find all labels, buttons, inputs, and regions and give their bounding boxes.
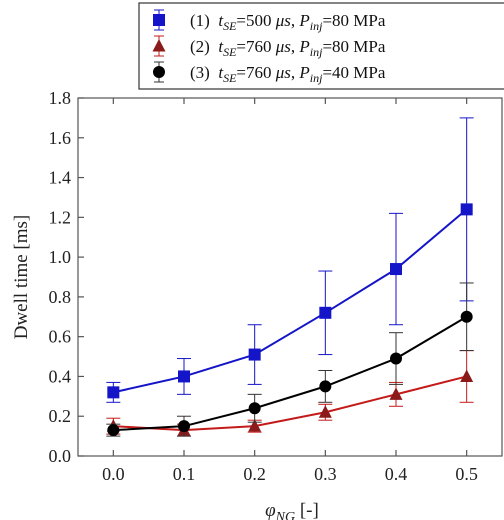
series-3 <box>106 282 474 437</box>
legend-label-part: inj <box>310 45 323 59</box>
y-tick-label: 1.8 <box>49 88 72 108</box>
legend-label-part: P <box>298 63 309 82</box>
data-point <box>460 369 474 382</box>
legend-label-part: =80 MPa <box>322 37 385 56</box>
data-point <box>460 203 473 216</box>
legend-box <box>138 2 504 90</box>
data-point <box>107 424 120 437</box>
data-point <box>248 348 261 361</box>
legend-label-part: SE <box>223 71 237 85</box>
legend-label-part: μs <box>275 63 292 82</box>
x-tick-label: 0.0 <box>102 464 125 484</box>
y-tick-label: 0.2 <box>49 406 72 426</box>
legend-item-1: (1) tSE=500 μs, Pinj=80 MPa <box>153 9 386 33</box>
data-point <box>460 310 473 323</box>
data-point <box>178 370 190 383</box>
legend-label-part: μs <box>275 11 292 30</box>
legend-label-part: P <box>298 11 309 30</box>
legend-label-part: P <box>298 37 309 56</box>
series-2 <box>106 350 474 437</box>
legend-label-part: , <box>291 11 300 30</box>
y-tick-label: 1.0 <box>49 247 72 267</box>
legend-label-part: =500 <box>236 11 275 30</box>
legend-label-part: inj <box>310 19 323 33</box>
data-point <box>319 380 332 393</box>
legend-label-part: (1) <box>190 11 218 30</box>
legend-label-part: inj <box>310 71 323 85</box>
legend-label-part: t <box>218 37 224 56</box>
data-point <box>389 387 403 400</box>
series-line <box>113 375 467 432</box>
legend-label-part: =760 <box>236 63 275 82</box>
legend-label-part: (3) <box>190 63 218 82</box>
plot-frame <box>77 97 503 457</box>
y-tick-label: 0.8 <box>49 287 72 307</box>
data-point <box>107 386 120 399</box>
legend-label-part: SE <box>223 45 237 59</box>
legend-label-part: , <box>291 37 300 56</box>
legend-marker <box>152 39 166 52</box>
y-axis-label: Dwell time [ms] <box>11 215 32 340</box>
y-tick-label: 1.2 <box>49 207 72 227</box>
data-point <box>178 420 190 433</box>
series-line <box>113 315 468 432</box>
x-tick-label: 0.5 <box>455 464 478 484</box>
legend: (1) tSE=500 μs, Pinj=80 MPa(2) tSE=760 μ… <box>138 2 504 90</box>
legend-label-part: (2) <box>190 37 218 56</box>
legend-label-part: , <box>291 63 300 82</box>
y-tick-label: 0.6 <box>49 327 72 347</box>
legend-label-part: μs <box>275 37 292 56</box>
x-tick-label: 0.1 <box>173 464 196 484</box>
legend-label: (1) tSE=500 μs, Pinj=80 MPa <box>190 11 386 33</box>
data-point <box>390 352 402 365</box>
legend-label-part: =760 <box>236 37 275 56</box>
legend-label: (2) tSE=760 μs, Pinj=80 MPa <box>190 37 386 59</box>
data-point <box>319 306 332 319</box>
series-line <box>113 208 468 394</box>
series-layer <box>106 117 474 437</box>
x-tick-label: 0.2 <box>243 464 266 484</box>
legend-item-2: (2) tSE=760 μs, Pinj=80 MPa <box>152 35 386 59</box>
legend-marker <box>153 66 165 78</box>
y-tick-label: 0.0 <box>49 446 72 466</box>
legend-label-part: =80 MPa <box>322 11 385 30</box>
legend-label: (3) tSE=760 μs, Pinj=40 MPa <box>190 63 386 85</box>
y-tick-label: 0.4 <box>49 366 72 386</box>
axes: 0.0 0.1 0.2 0.3 0.4 0.5 0.0 0.2 0.4 0.6 0.8 1.0 1.2 1… <box>11 88 503 520</box>
x-tick-label: 0.4 <box>385 464 408 484</box>
data-point <box>318 405 332 418</box>
legend-label-part: t <box>218 11 224 30</box>
data-point <box>390 263 402 276</box>
legend-label-part: SE <box>223 19 237 33</box>
y-tick-label: 1.6 <box>49 128 72 148</box>
data-point <box>248 419 262 432</box>
x-tick-label: 0.3 <box>314 464 337 484</box>
x-axis-label: φNG [-] <box>265 500 319 520</box>
legend-marker <box>153 14 165 26</box>
legend-label-part: =40 MPa <box>322 63 385 82</box>
data-point <box>248 402 261 415</box>
y-tick-label: 1.4 <box>49 168 72 188</box>
legend-item-3: (3) tSE=760 μs, Pinj=40 MPa <box>153 61 386 85</box>
legend-label-part: t <box>218 63 224 82</box>
series-1 <box>106 117 474 403</box>
